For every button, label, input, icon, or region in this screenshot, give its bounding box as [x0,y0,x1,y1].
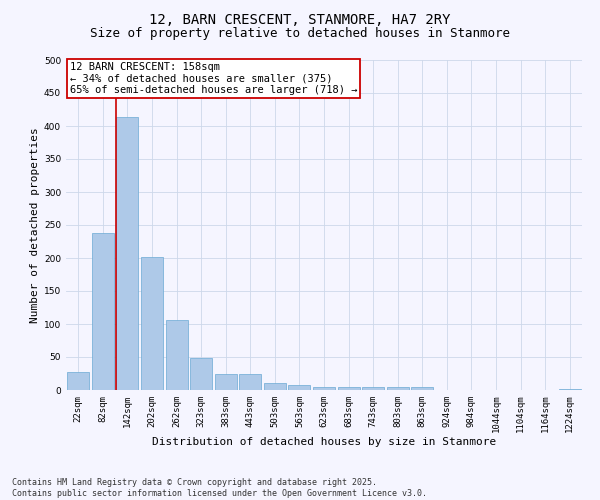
Bar [166,320,188,390]
Text: Size of property relative to detached houses in Stanmore: Size of property relative to detached ho… [90,28,510,40]
Bar [386,386,409,390]
Bar [362,388,384,390]
Bar [92,233,114,390]
Text: 12, BARN CRESCENT, STANMORE, HA7 2RY: 12, BARN CRESCENT, STANMORE, HA7 2RY [149,12,451,26]
Bar [215,374,237,390]
Text: 12 BARN CRESCENT: 158sqm
← 34% of detached houses are smaller (375)
65% of semi-: 12 BARN CRESCENT: 158sqm ← 34% of detach… [70,62,357,95]
Bar [116,118,139,390]
Text: Contains HM Land Registry data © Crown copyright and database right 2025.
Contai: Contains HM Land Registry data © Crown c… [12,478,427,498]
Bar [313,388,335,390]
Bar [67,372,89,390]
Bar [190,358,212,390]
Bar [289,386,310,390]
Bar [141,258,163,390]
X-axis label: Distribution of detached houses by size in Stanmore: Distribution of detached houses by size … [152,436,496,446]
Bar [338,388,359,390]
Bar [264,382,286,390]
Bar [411,388,433,390]
Bar [239,374,262,390]
Bar [559,388,581,390]
Y-axis label: Number of detached properties: Number of detached properties [30,127,40,323]
